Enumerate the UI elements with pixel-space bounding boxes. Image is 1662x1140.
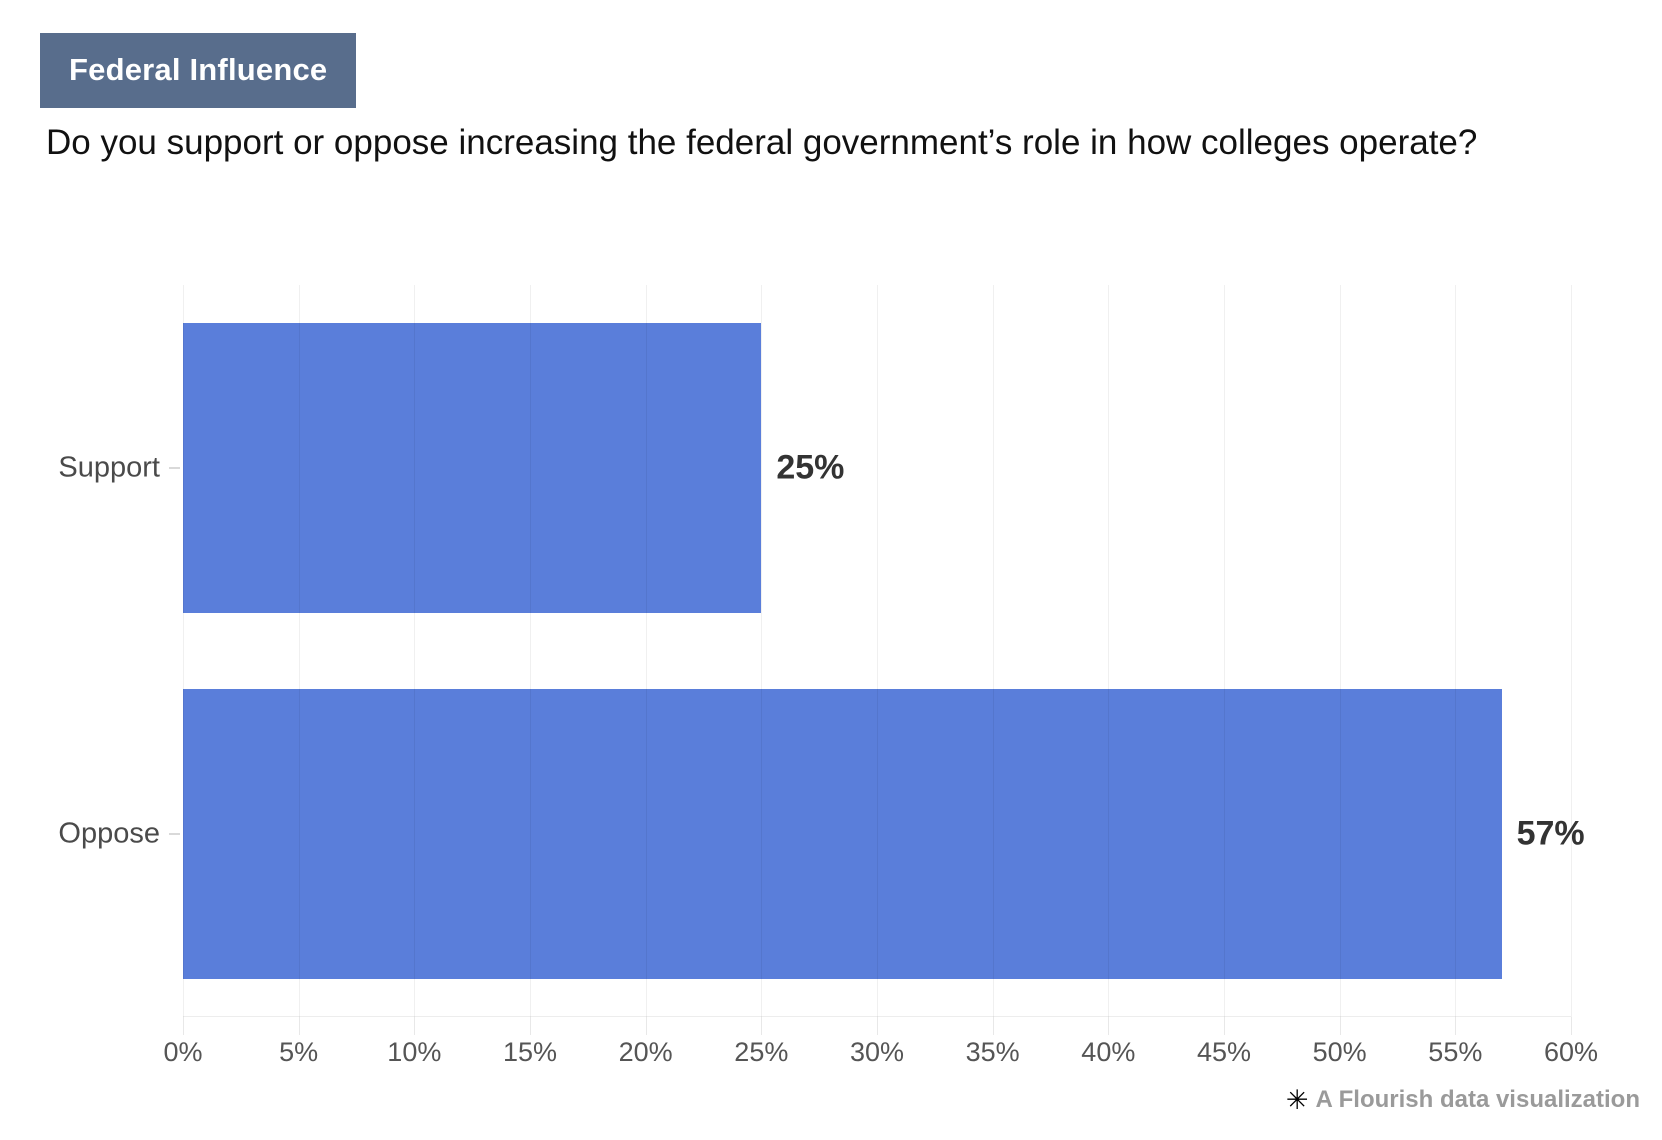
- chart-title: Do you support or oppose increasing the …: [46, 123, 1478, 162]
- attribution-text: A Flourish data visualization: [1315, 1086, 1641, 1113]
- category-tick: [169, 467, 180, 469]
- value-label-oppose: 57%: [1516, 814, 1585, 853]
- axis-tick: [1339, 1017, 1341, 1035]
- flourish-logo-icon: ✳: [1285, 1084, 1309, 1115]
- axis-tick: [298, 1017, 300, 1035]
- gridline: [1455, 285, 1457, 1017]
- axis-tick: [530, 1017, 531, 1035]
- gridline: [761, 285, 763, 1017]
- axis-tick: [1571, 1017, 1572, 1035]
- x-axis-tick-label: 5%: [279, 1037, 319, 1067]
- bar-support[interactable]: [183, 323, 762, 613]
- category-badge: Federal Influence: [40, 33, 357, 108]
- x-axis-tick-label: 60%: [1543, 1037, 1599, 1067]
- x-axis-tick-label: 15%: [502, 1037, 558, 1067]
- axis-tick: [877, 1017, 878, 1035]
- x-axis-tick-label: 10%: [387, 1037, 442, 1067]
- axis-tick: [992, 1017, 994, 1035]
- gridline: [992, 285, 994, 1017]
- x-axis-tick-label: 40%: [1081, 1037, 1136, 1067]
- value-label-support: 25%: [776, 448, 845, 487]
- axis-tick: [1224, 1017, 1225, 1035]
- x-axis-tick-label: 20%: [618, 1037, 673, 1067]
- gridline: [1571, 285, 1572, 1017]
- axis-tick: [414, 1017, 416, 1035]
- category-label-oppose: Oppose: [58, 817, 160, 850]
- x-axis-tick-label: 50%: [1312, 1037, 1367, 1067]
- x-axis-line: [183, 1016, 1571, 1017]
- x-axis-tick-label: 0%: [163, 1037, 203, 1067]
- x-axis-tick-label: 45%: [1196, 1037, 1252, 1067]
- x-axis-tick-label: 30%: [849, 1037, 905, 1067]
- gridline: [298, 285, 300, 1017]
- gridline: [1339, 285, 1341, 1017]
- gridline: [877, 285, 878, 1017]
- axis-tick: [1455, 1017, 1457, 1035]
- gridline: [1224, 285, 1225, 1017]
- gridline: [183, 285, 184, 1017]
- gridline: [645, 285, 647, 1017]
- axis-tick: [183, 1017, 184, 1035]
- axis-tick: [761, 1017, 763, 1035]
- category-label-support: Support: [58, 451, 160, 484]
- x-axis-tick-label: 35%: [965, 1037, 1020, 1067]
- axis-tick: [645, 1017, 647, 1035]
- gridline: [1108, 285, 1110, 1017]
- category-tick: [169, 833, 180, 835]
- x-axis-tick-label: 25%: [734, 1037, 789, 1067]
- gridline: [414, 285, 416, 1017]
- flourish-attribution-link[interactable]: ✳ A Flourish data visualization: [1286, 1086, 1640, 1114]
- bar-oppose[interactable]: [183, 689, 1502, 979]
- x-axis-tick-label: 55%: [1428, 1037, 1483, 1067]
- axis-tick: [1108, 1017, 1110, 1035]
- gridline: [530, 285, 531, 1017]
- plot-area: 0% 5% 10% 15% 20% 25% 30% 35% 40% 45% 50% 55% 60% 25%…: [58, 285, 1598, 1067]
